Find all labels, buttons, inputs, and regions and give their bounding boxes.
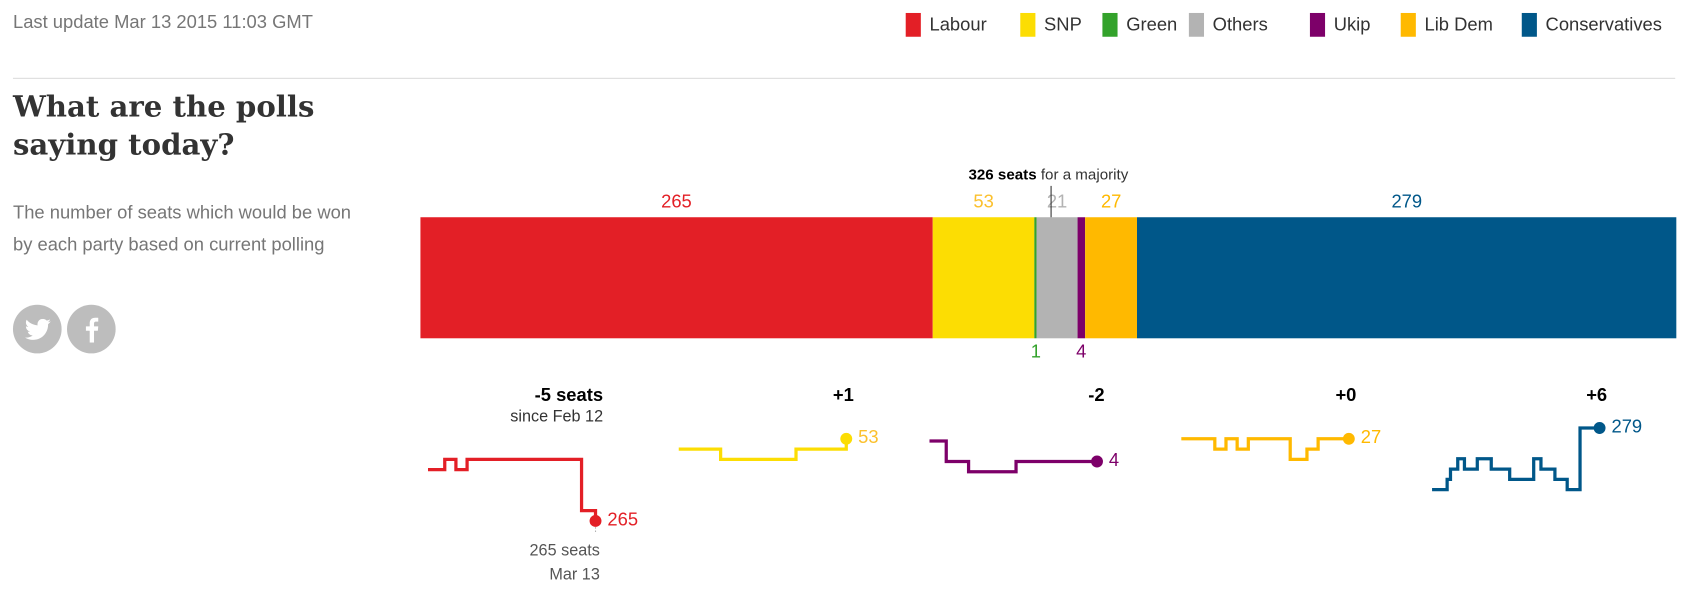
sparkline-end-dot [589,515,602,527]
bar-label: 1 [1030,341,1041,363]
bar-segment-others [1036,217,1078,339]
sparkline-end-value: 53 [858,426,879,448]
bar-segment-labour [420,217,933,339]
legend-label: Ukip [1333,14,1371,35]
legend-swatch [905,12,921,37]
sparkline-end-value: 279 [1611,416,1643,437]
sparkline-end-value: 265 [607,509,639,530]
legend-item: Conservatives [1521,11,1662,39]
legend-item: Labour [905,11,987,39]
sparkline-end-dot [1091,455,1103,468]
legend-swatch [1102,12,1118,37]
sparkline-footer: Mar 13 [549,565,600,584]
sparkline-ukip [929,439,1098,474]
legend-label: SNP [1044,14,1082,35]
sparkline-end-value: 27 [1360,426,1382,448]
majority-label: 326 seats for a majority [968,165,1128,182]
seat-change-since: since Feb 12 [510,407,604,426]
legend-item: Lib Dem [1400,11,1493,39]
sparkline-labour [427,457,598,521]
divider [12,77,1676,79]
legend-swatch [1309,12,1326,37]
bar-segment-snp [932,217,1035,339]
facebook-icon [85,317,98,343]
page-title: What are the polls saying today? [12,90,315,163]
legend-swatch [1020,12,1036,37]
legend-swatch [1188,12,1205,37]
sparkline-end-dot [1593,422,1606,434]
bar-label: 27 [1100,191,1122,212]
sparkline-footer: 265 seats [529,541,600,560]
bar-segment-green [1034,217,1037,339]
legend-item: Green [1102,11,1177,39]
sparkline-end-dot [1342,432,1355,445]
bar-label: 21 [1046,191,1068,212]
seat-change: +6 [1586,384,1608,406]
bar-label: 4 [1076,341,1087,363]
majority-marker [1050,185,1052,218]
sparkline-conservatives [1432,426,1600,492]
sparkline-end-value: 4 [1108,449,1120,471]
bar-label: 279 [1391,191,1423,212]
facebook-share-button[interactable] [67,304,116,354]
legend-label: Labour [929,14,987,35]
legend-item: SNP [1020,11,1082,39]
seat-change: +1 [832,384,854,406]
seat-change: +0 [1335,384,1357,406]
sparkline-end-dot [840,432,853,445]
seat-change: -2 [1088,384,1105,406]
legend-label: Green [1126,14,1178,35]
legend-swatch [1400,12,1416,37]
bar-label: 53 [973,191,994,212]
bar-label: 265 [661,191,692,212]
bar-segment-ukip [1077,217,1086,339]
sparkline-snp [678,438,848,461]
legend-label: Others [1212,14,1268,35]
legend-item: Ukip [1309,11,1371,39]
seat-change: -5 seats [534,384,604,406]
twitter-share-button[interactable] [12,304,62,354]
twitter-icon [24,318,51,340]
description: The number of seats which would be won b… [12,202,352,256]
legend-swatch [1521,12,1537,37]
legend-label: Lib Dem [1424,14,1493,35]
bar-segment-conservatives [1137,217,1677,339]
bar-segment-lib-dem [1085,217,1138,339]
last-update: Last update Mar 13 2015 11:03 GMT [12,11,313,33]
legend-label: Conservatives [1545,14,1662,35]
legend-item: Others [1188,11,1268,39]
majority-seats: 326 seats [968,165,1037,183]
sparkline-lib-dem [1181,437,1349,461]
majority-suffix: for a majority [1036,165,1129,183]
